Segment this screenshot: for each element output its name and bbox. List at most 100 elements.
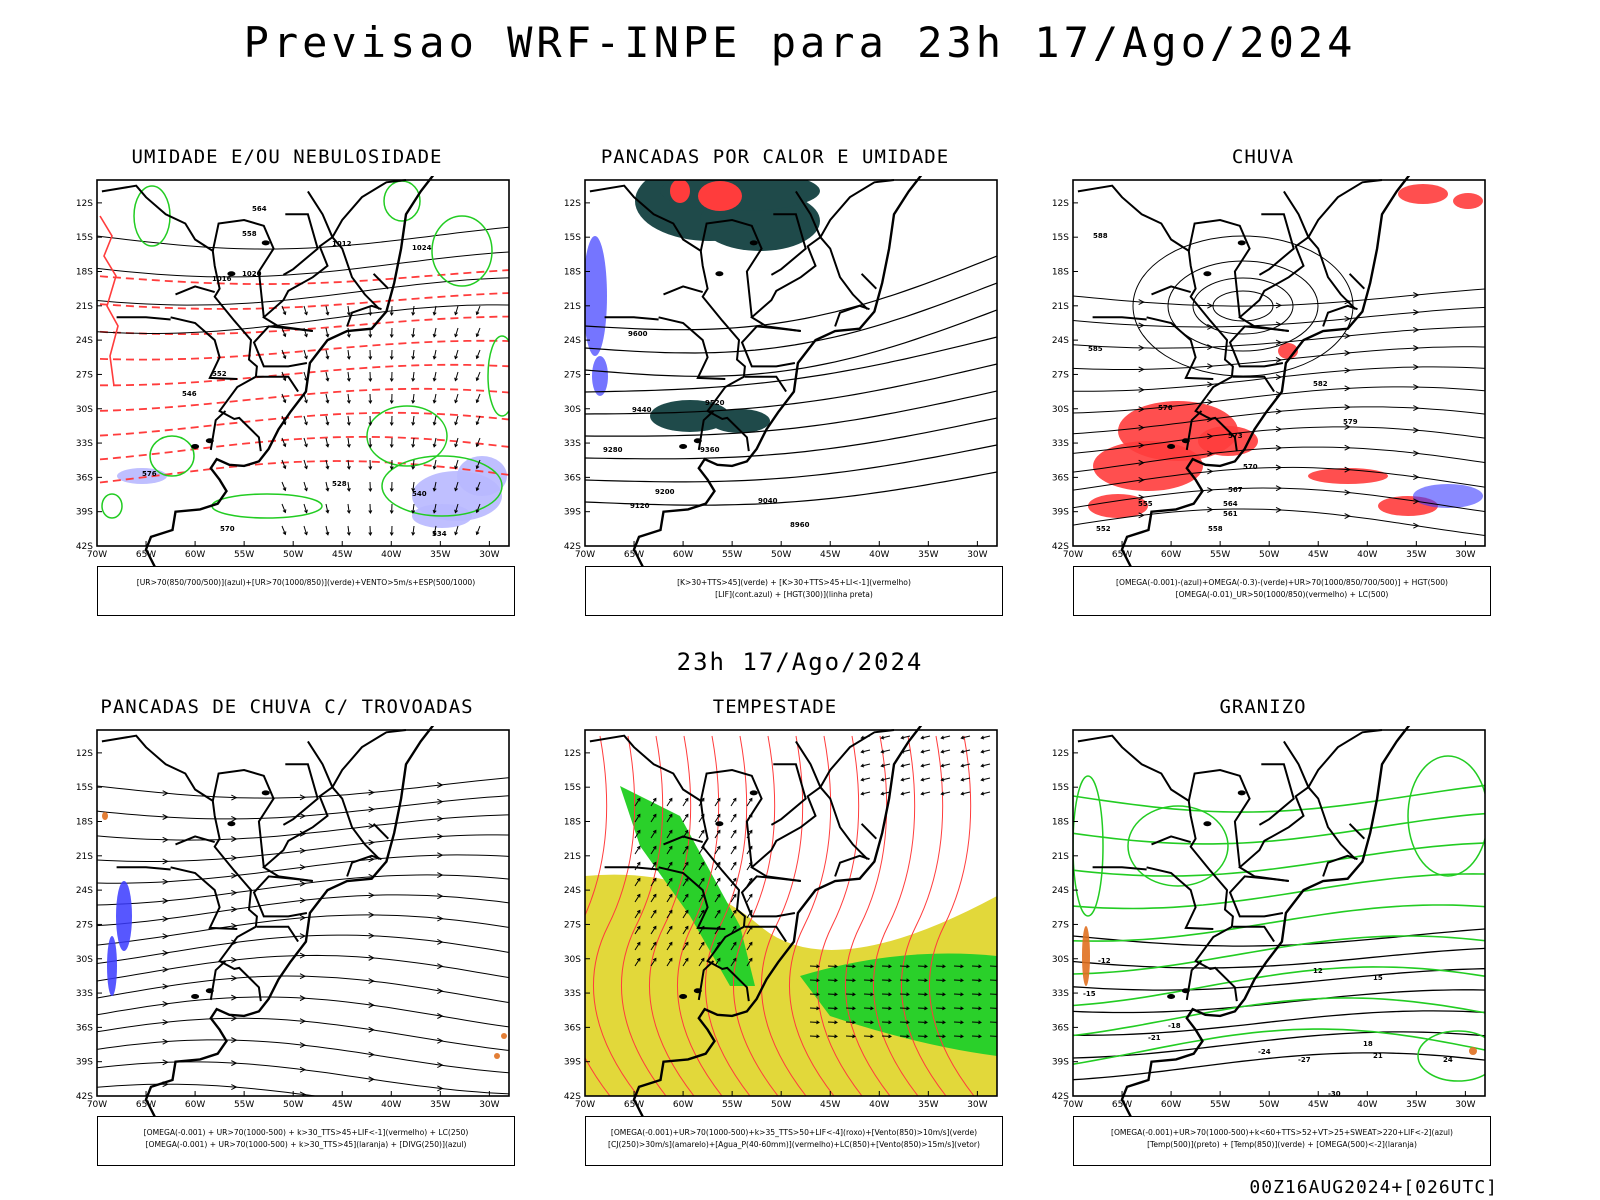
wind-vector-head xyxy=(411,421,416,426)
wind-vector-head xyxy=(432,487,437,492)
wind-vector-head xyxy=(432,509,437,514)
wind-vector-head xyxy=(325,531,330,536)
coastline-and-borders xyxy=(589,176,923,566)
wind-vector-head xyxy=(700,957,705,962)
streamline-arrow xyxy=(299,1042,307,1049)
rain-area-red xyxy=(1198,426,1258,456)
wind-vector xyxy=(325,415,329,425)
wind-vector-head xyxy=(668,797,673,802)
humidity-area-blue xyxy=(457,456,507,496)
streamline-arrow xyxy=(1207,433,1214,440)
hgt300-contour xyxy=(585,390,997,437)
legend-line: [K>30+TTS>45](verde) + [K>30+TTS>45+LI<-… xyxy=(677,578,911,587)
lat-label: 42S xyxy=(564,542,581,552)
wind-vector-head xyxy=(880,791,885,796)
wind-vector xyxy=(634,878,641,887)
lon-label: 35W xyxy=(918,550,938,560)
contour-label: 540 xyxy=(412,490,427,498)
lat-label: 27S xyxy=(76,370,93,380)
contour-line xyxy=(1073,1010,1485,1036)
wind-vector xyxy=(714,846,721,855)
contour-line xyxy=(1073,288,1485,307)
humidity-contour-green xyxy=(101,493,123,519)
lon-label: 60W xyxy=(673,550,693,560)
wind-vector-head xyxy=(389,444,394,448)
wind-vector-head xyxy=(282,355,287,360)
wind-vector-head xyxy=(684,941,689,946)
lon-label: 55W xyxy=(1210,1100,1230,1110)
streamline-arrow xyxy=(162,1059,169,1066)
streamline-arrow xyxy=(437,852,444,859)
streamline-arrow xyxy=(1275,408,1283,415)
wind-vector xyxy=(476,525,481,535)
wind-vector xyxy=(412,327,415,337)
wind-vector xyxy=(433,437,437,447)
wind-vector-head xyxy=(920,735,925,740)
streamline-arrow xyxy=(299,1091,307,1096)
streamline-arrow xyxy=(162,983,169,990)
wind-vector-head xyxy=(454,355,458,360)
border-line xyxy=(699,218,763,318)
border-line xyxy=(1151,285,1191,296)
instability-area-red xyxy=(670,180,690,203)
wind-vector-head xyxy=(668,909,673,914)
wind-vector-head xyxy=(432,443,437,448)
wind-vector-head xyxy=(700,829,705,834)
border-line xyxy=(372,273,390,290)
wind-vector xyxy=(746,894,753,903)
wind-vector-head xyxy=(411,333,416,338)
streamline-arrow xyxy=(368,911,375,918)
wind-vector-head xyxy=(668,893,673,898)
lat-label: 15S xyxy=(1052,233,1069,243)
streamline-arrow xyxy=(299,864,307,871)
lake xyxy=(749,790,758,796)
wind-vector xyxy=(666,894,673,903)
wind-vector xyxy=(730,846,737,855)
streamline-arrow xyxy=(299,914,307,921)
border-line xyxy=(1348,273,1366,290)
wind-vector-head xyxy=(454,509,458,514)
panel-tempestade: TEMPESTADE 12S 15S 18S 21S 24S 27S 30S 33S 36S 39… xyxy=(540,696,1010,1174)
lake xyxy=(693,438,702,444)
border-line xyxy=(170,316,238,380)
wind-vector xyxy=(921,763,931,767)
wind-vector-head xyxy=(870,1034,874,1039)
wind-vector-head xyxy=(716,909,721,914)
wind-vector-head xyxy=(346,399,351,404)
contour-line xyxy=(1073,1031,1485,1059)
wind-vector-head xyxy=(411,399,416,404)
wind-vector-head xyxy=(748,957,753,962)
streamline-arrow xyxy=(368,839,375,846)
wind-vector-head xyxy=(325,443,330,448)
wind-vector-head xyxy=(282,509,287,514)
contour-line xyxy=(1073,1028,1485,1066)
wind-vector xyxy=(921,735,931,739)
wind-vector-head xyxy=(325,509,330,514)
streamline-arrow xyxy=(231,815,238,822)
panel-title: UMIDADE E/OU NEBULOSIDADE xyxy=(131,146,443,168)
wind-vector xyxy=(730,814,737,823)
border-line xyxy=(604,866,659,871)
wind-vector xyxy=(881,791,891,795)
wind-vector xyxy=(412,481,415,491)
wind-vector-head xyxy=(852,1020,856,1025)
wind-vector-head xyxy=(834,1034,838,1039)
contour-line xyxy=(1073,426,1485,454)
wind-vector xyxy=(325,327,329,337)
contour-line xyxy=(97,874,509,906)
wind-vector-head xyxy=(636,893,641,898)
border-line xyxy=(1146,316,1214,380)
wind-vector-head xyxy=(368,312,373,316)
streamline-arrow xyxy=(1413,326,1420,333)
coastline-and-borders xyxy=(101,176,435,566)
streamline-arrow xyxy=(1344,385,1351,392)
wind-vector-head xyxy=(475,421,480,426)
lc850-streamline xyxy=(928,735,975,1096)
wind-vector-head xyxy=(636,829,641,834)
wind-vector-head xyxy=(432,377,437,382)
wind-vector-head xyxy=(668,845,673,850)
contour-line xyxy=(1073,326,1485,349)
wind-vector-head xyxy=(960,791,965,796)
wind-vector-head xyxy=(942,978,946,983)
